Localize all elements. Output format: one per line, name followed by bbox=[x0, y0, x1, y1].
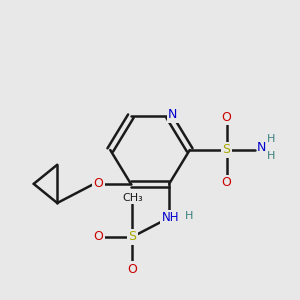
Text: O: O bbox=[222, 111, 232, 124]
Text: H: H bbox=[267, 134, 275, 144]
Text: H: H bbox=[267, 152, 275, 161]
Text: CH₃: CH₃ bbox=[122, 193, 143, 203]
Text: O: O bbox=[94, 230, 103, 243]
Text: O: O bbox=[94, 177, 103, 190]
Text: N: N bbox=[257, 141, 266, 154]
Text: O: O bbox=[222, 176, 232, 189]
Text: N: N bbox=[168, 108, 177, 121]
Text: O: O bbox=[128, 263, 137, 276]
Text: S: S bbox=[223, 143, 231, 157]
Text: S: S bbox=[128, 230, 136, 243]
Text: H: H bbox=[185, 211, 194, 221]
Text: NH: NH bbox=[162, 211, 179, 224]
